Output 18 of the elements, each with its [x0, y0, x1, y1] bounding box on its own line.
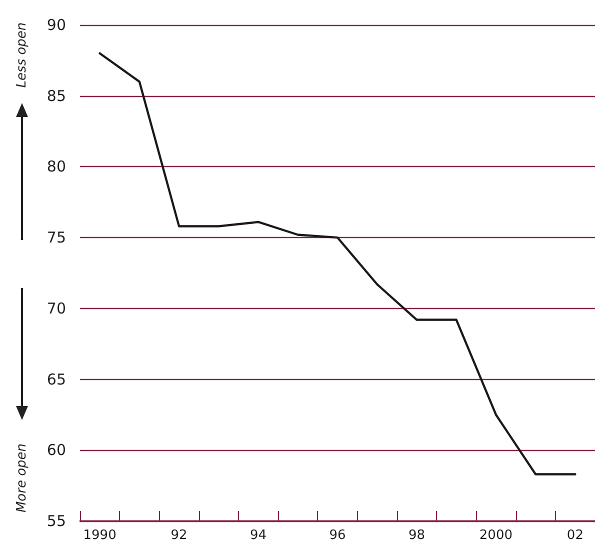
- y-tick-label: 85: [46, 86, 66, 105]
- text: More open: [14, 443, 30, 513]
- x-tick-label: 02: [566, 528, 584, 543]
- y-tick-label: 65: [46, 370, 66, 388]
- y-tick-label: 90: [46, 16, 66, 34]
- text: Less open: [14, 22, 30, 88]
- x-tick-label: 96: [329, 528, 346, 543]
- y-tick-label: 80: [46, 158, 66, 176]
- y-tick-label: 55: [46, 512, 66, 530]
- y-tick-label: 75: [46, 228, 66, 247]
- y-tick-label: 70: [46, 299, 66, 318]
- line-series: [98, 52, 576, 476]
- x-tick-label: 98: [408, 528, 426, 543]
- x-tick-label: 2000: [479, 528, 513, 543]
- x-tick-label: 92: [170, 528, 188, 543]
- y-tick-label: 60: [46, 441, 66, 460]
- x-tick-label: 94: [250, 528, 267, 543]
- x-tick-label: 1990: [83, 528, 116, 543]
